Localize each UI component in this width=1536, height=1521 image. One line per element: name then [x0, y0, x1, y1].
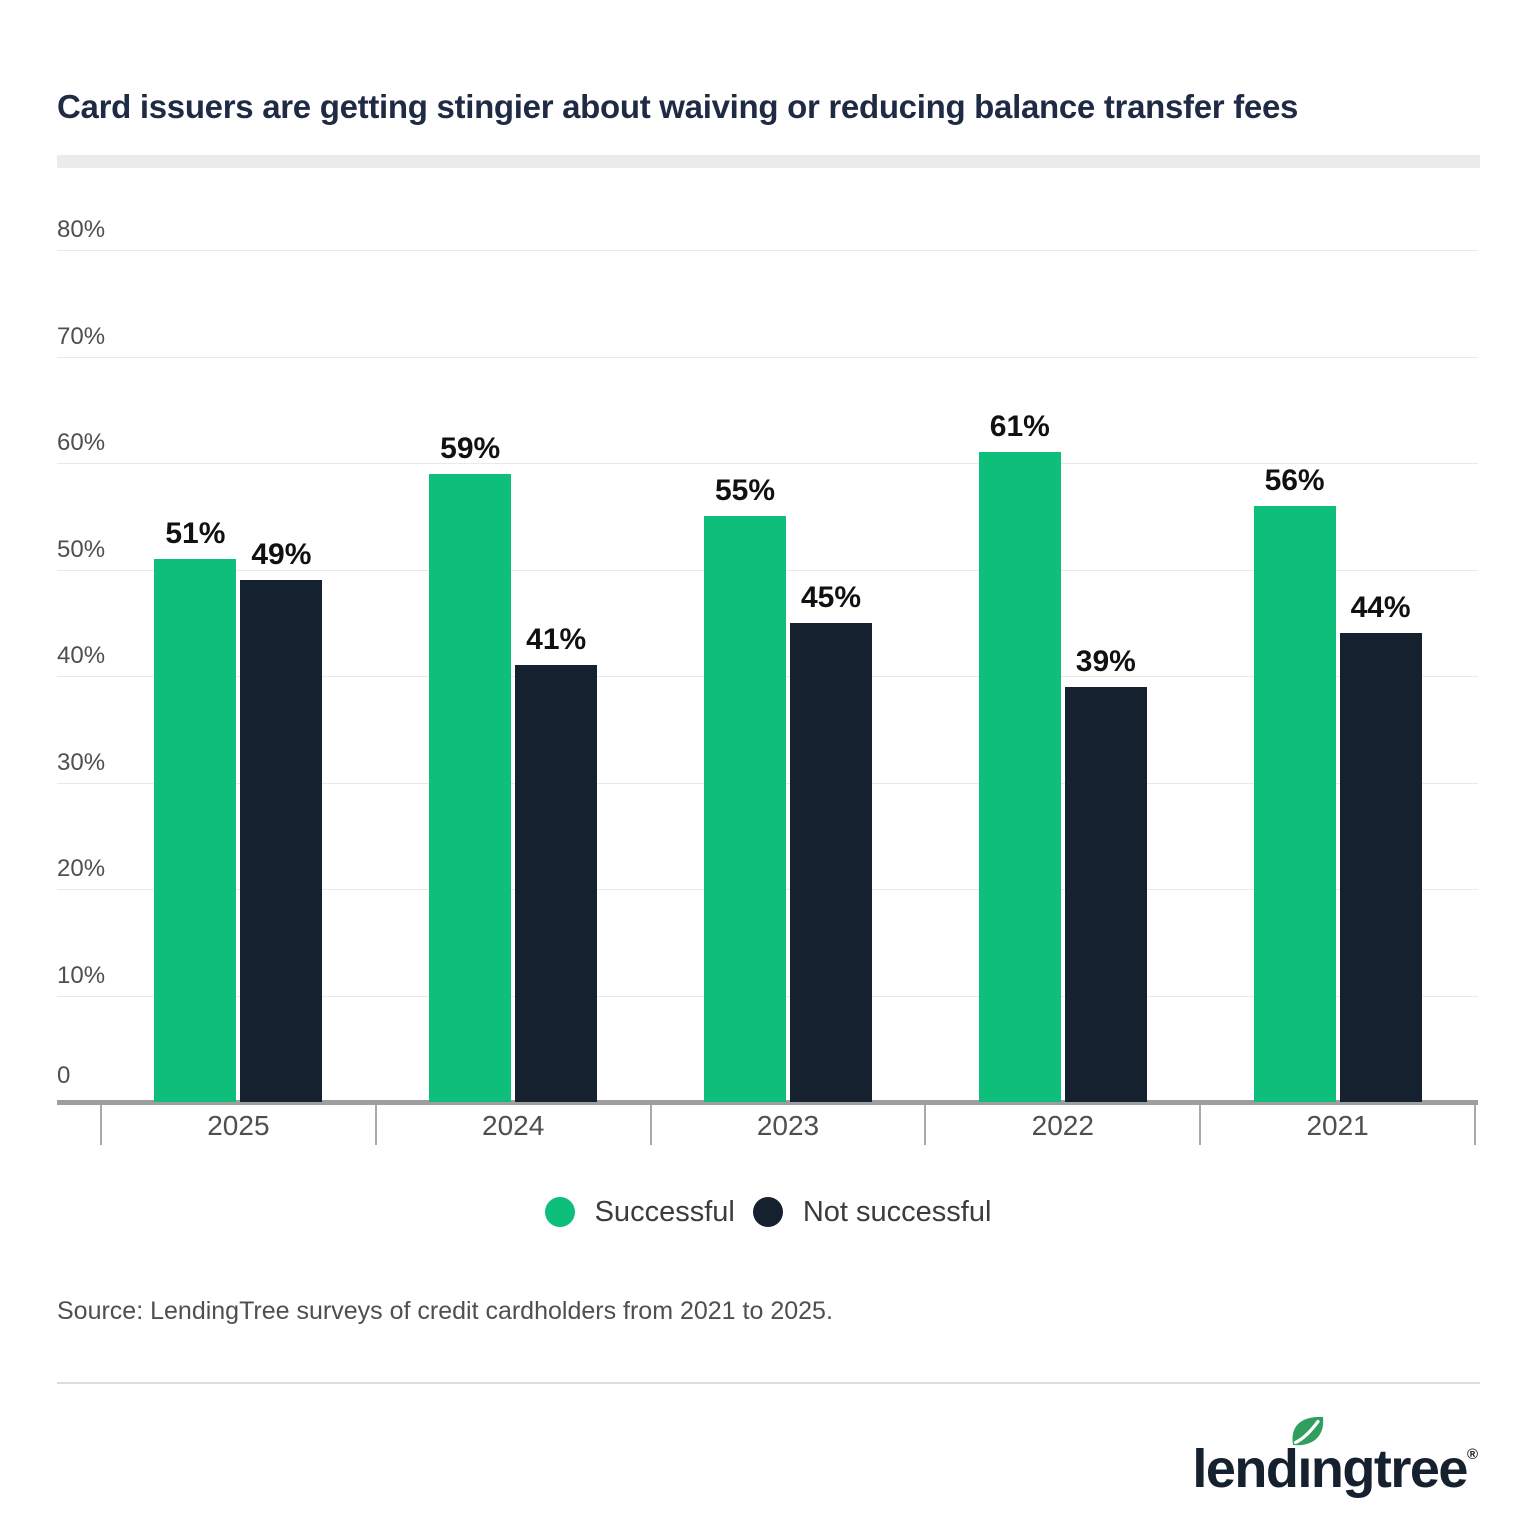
bar-value-label: 45%	[800, 580, 862, 614]
x-axis-label: 2021	[1306, 1110, 1369, 1141]
registered-mark: ®	[1466, 1446, 1478, 1463]
bar-successful	[154, 558, 237, 1102]
x-axis-label: 2025	[207, 1110, 270, 1141]
bar-not-successful	[515, 665, 598, 1102]
legend-item-successful: Successful	[544, 1195, 735, 1229]
lendingtree-logo: lendıngtree®	[1192, 1416, 1478, 1500]
bar-value-label: 51%	[165, 516, 226, 550]
y-axis-tick-label: 0	[57, 1062, 71, 1090]
bar-value-label: 44%	[1350, 591, 1411, 625]
y-axis-tick-label: 80%	[57, 216, 106, 244]
y-axis-tick-label: 30%	[57, 748, 106, 776]
bar-not-successful	[240, 580, 323, 1102]
x-axis-tick	[1474, 1105, 1476, 1145]
y-axis-tick-label: 10%	[57, 961, 106, 989]
bar-value-label: 55%	[714, 474, 776, 508]
legend-item-not-successful: Not successful	[752, 1195, 992, 1229]
bar-value-label: 56%	[1264, 463, 1325, 497]
bar-not-successful	[1064, 686, 1147, 1102]
x-axis-label: 2024	[482, 1110, 545, 1141]
x-axis-tick	[374, 1105, 377, 1145]
source-note: Source: LendingTree surveys of credit ca…	[57, 1297, 833, 1325]
gridline	[57, 250, 1478, 251]
y-axis-tick-label: 20%	[57, 855, 106, 883]
x-axis-baseline	[57, 1100, 1478, 1105]
y-axis-tick-label: 70%	[57, 322, 106, 350]
bar-not-successful	[790, 622, 872, 1102]
x-axis-tick	[924, 1105, 927, 1145]
x-axis-tick	[1199, 1105, 1202, 1145]
legend-dot-not-successful-icon	[752, 1197, 783, 1227]
x-axis-label: 2022	[1031, 1110, 1094, 1141]
bar-successful	[978, 452, 1061, 1102]
legend: Successful Not successful	[0, 1196, 1536, 1228]
y-axis-tick-label: 60%	[57, 429, 106, 457]
bar-value-label: 49%	[251, 538, 312, 572]
bar-successful	[704, 516, 786, 1102]
gridline	[57, 463, 1478, 464]
gridline	[57, 356, 1478, 358]
legend-label: Successful	[594, 1195, 735, 1228]
bar-successful	[429, 473, 512, 1102]
bar-value-label: 61%	[989, 410, 1050, 444]
bar-value-label: 39%	[1075, 644, 1136, 678]
x-axis-label: 2023	[756, 1110, 820, 1141]
bar-value-label: 41%	[526, 623, 587, 657]
logo-text: lendıngtree	[1192, 1439, 1468, 1499]
footer-divider	[57, 1382, 1480, 1384]
x-axis-tick	[100, 1105, 102, 1145]
legend-dot-successful-icon	[544, 1197, 575, 1227]
y-axis-tick-label: 50%	[57, 535, 106, 563]
bar-not-successful	[1339, 633, 1422, 1102]
chart: 80% 70% 60% 50% 40% 30% 20% 10% 0 51% 49% 2025 59% 41…	[57, 198, 1480, 1158]
bar-value-label: 59%	[440, 431, 501, 465]
x-axis-tick	[649, 1105, 652, 1145]
chart-title: Card issuers are getting stingier about …	[57, 88, 1299, 125]
legend-label: Not successful	[802, 1195, 992, 1228]
bar-successful	[1253, 505, 1336, 1102]
title-underline	[57, 155, 1480, 168]
leaf-icon	[1292, 1416, 1324, 1446]
y-axis-tick-label: 40%	[57, 642, 106, 670]
